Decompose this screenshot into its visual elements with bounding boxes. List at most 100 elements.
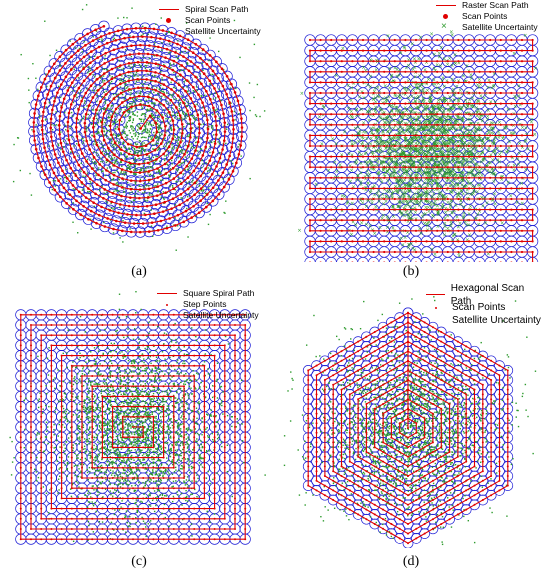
uncertainty-point [127,90,129,93]
uncertainty-point [142,87,144,90]
uncertainty-point [120,160,122,162]
uncertainty-cross: × [371,150,375,156]
uncertainty-point [144,67,147,70]
uncertainty-cross: × [446,226,450,232]
scan-point [156,185,160,188]
uncertainty-point [108,130,111,133]
uncertainty-point [126,149,128,152]
uncertainty-point [112,38,115,41]
scan-point [102,138,106,142]
uncertainty-point [167,164,169,166]
scan-point [189,97,193,100]
uncertainty-point [159,98,162,100]
uncertainty-point [150,123,152,126]
uncertainty-point [178,108,181,110]
uncertainty-point [156,77,159,80]
uncertainty-point [195,136,198,139]
footprint-circle [141,148,153,160]
uncertainty-point [162,179,164,181]
footprint-circle [67,203,80,215]
uncertainty-point [122,141,125,143]
uncertainty-point [186,105,189,107]
uncertainty-cross: × [374,135,378,141]
uncertainty-point [167,103,169,105]
uncertainty-point [91,89,94,92]
uncertainty-point [135,173,137,176]
uncertainty-point [218,151,221,154]
footprint-circle [160,177,172,189]
uncertainty-point [164,137,166,139]
uncertainty-point [152,144,154,146]
uncertainty-cross: × [471,146,475,152]
uncertainty-cross: × [438,184,442,190]
footprint-circle [108,92,120,105]
uncertainty-cross: × [350,201,354,207]
uncertainty-cross: × [453,187,457,193]
uncertainty-cross: × [403,92,407,98]
uncertainty-point [180,197,182,199]
uncertainty-point [115,121,117,124]
uncertainty-cross: × [353,160,357,166]
footprint-circle [213,188,225,200]
uncertainty-point [96,112,98,115]
scan-point [159,37,162,40]
uncertainty-point [143,112,146,115]
uncertainty-point [119,79,121,82]
uncertainty-point [123,105,125,107]
uncertainty-point [156,171,158,173]
uncertainty-point [112,179,115,181]
uncertainty-point [129,112,131,114]
uncertainty-cross: × [368,159,372,165]
uncertainty-point [133,65,136,67]
footprint-circle [207,195,219,207]
uncertainty-cross: × [420,149,424,155]
uncertainty-point [108,150,110,152]
uncertainty-point [173,63,175,65]
footprint-circle [152,41,164,53]
uncertainty-point [144,125,147,127]
uncertainty-point [134,167,137,170]
uncertainty-cross: × [463,149,467,155]
uncertainty-cross: × [435,181,439,187]
footprint-circle [54,51,66,63]
scan-point [134,26,138,30]
uncertainty-cross: × [416,190,420,196]
uncertainty-point [101,185,103,187]
uncertainty-cross: × [460,170,464,176]
uncertainty-point [173,224,175,226]
uncertainty-cross: × [460,155,464,161]
scan-point [144,144,148,148]
scan-point [138,103,142,106]
uncertainty-point [185,117,187,119]
uncertainty-cross: × [432,124,436,130]
uncertainty-cross: × [444,156,448,162]
uncertainty-point [103,68,106,70]
scan-point [164,191,167,195]
uncertainty-cross: × [425,104,429,110]
uncertainty-cross: × [404,137,408,143]
uncertainty-point [168,52,170,54]
uncertainty-cross: × [461,116,465,122]
footprint-circle [116,41,129,53]
uncertainty-point [109,116,111,119]
uncertainty-point [187,193,190,195]
uncertainty-point [111,104,114,107]
uncertainty-point [124,114,127,116]
uncertainty-point [188,144,191,146]
uncertainty-cross: × [436,224,440,230]
footprint-circle [226,141,238,153]
uncertainty-cross: × [349,232,353,238]
scan-point [112,173,116,177]
uncertainty-point [156,142,158,144]
scan-point [136,77,139,81]
footprint-circle [35,160,48,173]
uncertainty-cross: × [407,242,411,248]
uncertainty-point [187,236,189,238]
scan-point [128,53,132,56]
scan-point [91,39,95,42]
uncertainty-point [155,134,158,137]
uncertainty-point [132,138,134,140]
scan-point [110,67,114,71]
uncertainty-point [202,123,205,125]
scan-point [43,101,47,105]
